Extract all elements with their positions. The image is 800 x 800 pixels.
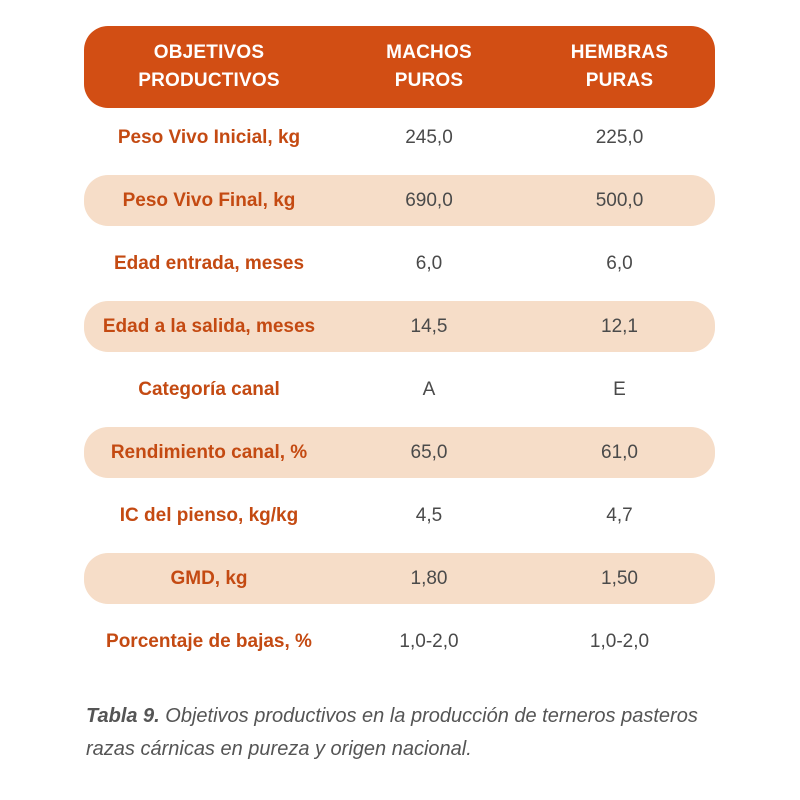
row-machos-value: 690,0 — [405, 189, 453, 211]
header-objetivos: OBJETIVOS PRODUCTIVOS — [84, 39, 334, 96]
header-objetivos-line1: OBJETIVOS — [153, 41, 265, 63]
row-hembras-value: 4,7 — [606, 504, 633, 526]
table-row: Peso Vivo Inicial, kg 245,0 225,0 — [84, 112, 715, 163]
header-machos-line2: PUROS — [394, 70, 464, 91]
table-row: Categoría canal A E — [84, 364, 715, 415]
row-machos-value: 1,80 — [410, 567, 448, 589]
caption-line2: razas cárnicas en pureza y origen nacion… — [86, 738, 472, 760]
header-machos: MACHOS PUROS — [334, 39, 524, 96]
row-label: Edad entrada, meses — [113, 252, 305, 274]
table-row: Porcentaje de bajas, % 1,0-2,0 1,0-2,0 — [84, 616, 715, 667]
header-objetivos-line2: PRODUCTIVOS — [138, 70, 280, 91]
row-label: Peso Vivo Inicial, kg — [117, 126, 301, 148]
row-hembras-value: 500,0 — [595, 189, 644, 211]
row-machos-value: 245,0 — [405, 126, 453, 148]
table-row: Rendimiento canal, % 65,0 61,0 — [84, 427, 715, 478]
row-machos-value: 1,0-2,0 — [399, 630, 459, 652]
table-row: GMD, kg 1,80 1,50 — [84, 553, 715, 604]
row-label: Edad a la salida, meses — [102, 315, 316, 337]
row-hembras-value: 6,0 — [606, 252, 633, 274]
header-hembras-line2: PURAS — [585, 70, 654, 91]
productive-objectives-table: OBJETIVOS PRODUCTIVOS MACHOS PUROS HEMBR… — [84, 26, 715, 667]
row-machos-value: 14,5 — [410, 315, 448, 337]
table-header: OBJETIVOS PRODUCTIVOS MACHOS PUROS HEMBR… — [84, 26, 715, 108]
row-hembras-value: 61,0 — [601, 441, 638, 463]
header-machos-line1: MACHOS — [386, 41, 472, 63]
row-machos-value: A — [422, 378, 436, 400]
row-machos-value: 6,0 — [415, 252, 443, 274]
row-label: Porcentaje de bajas, % — [106, 630, 312, 652]
table-caption: Tabla 9. Objetivos productivos en la pro… — [86, 700, 726, 766]
table-row: Edad entrada, meses 6,0 6,0 — [84, 238, 715, 289]
row-label: Peso Vivo Final, kg — [122, 189, 296, 211]
table-row: Peso Vivo Final, kg 690,0 500,0 — [84, 175, 715, 226]
row-label: IC del pienso, kg/kg — [119, 504, 299, 526]
header-hembras-line1: HEMBRAS — [570, 41, 669, 63]
row-hembras-value: 1,0-2,0 — [589, 630, 650, 652]
header-hembras: HEMBRAS PURAS — [524, 39, 715, 96]
row-machos-value: 65,0 — [410, 441, 448, 463]
row-machos-value: 4,5 — [415, 504, 443, 526]
row-hembras-value: 12,1 — [601, 315, 638, 337]
caption-line1: Objetivos productivos en la producción d… — [165, 705, 698, 727]
row-hembras-value: 1,50 — [601, 567, 638, 589]
row-hembras-value: E — [613, 378, 626, 400]
table-row: Edad a la salida, meses 14,5 12,1 — [84, 301, 715, 352]
row-label: Categoría canal — [138, 378, 280, 400]
caption-label: Tabla 9. — [86, 705, 160, 727]
row-hembras-value: 225,0 — [595, 126, 644, 148]
row-label: Rendimiento canal, % — [110, 441, 308, 463]
table-row: IC del pienso, kg/kg 4,5 4,7 — [84, 490, 715, 541]
row-label: GMD, kg — [170, 567, 248, 589]
